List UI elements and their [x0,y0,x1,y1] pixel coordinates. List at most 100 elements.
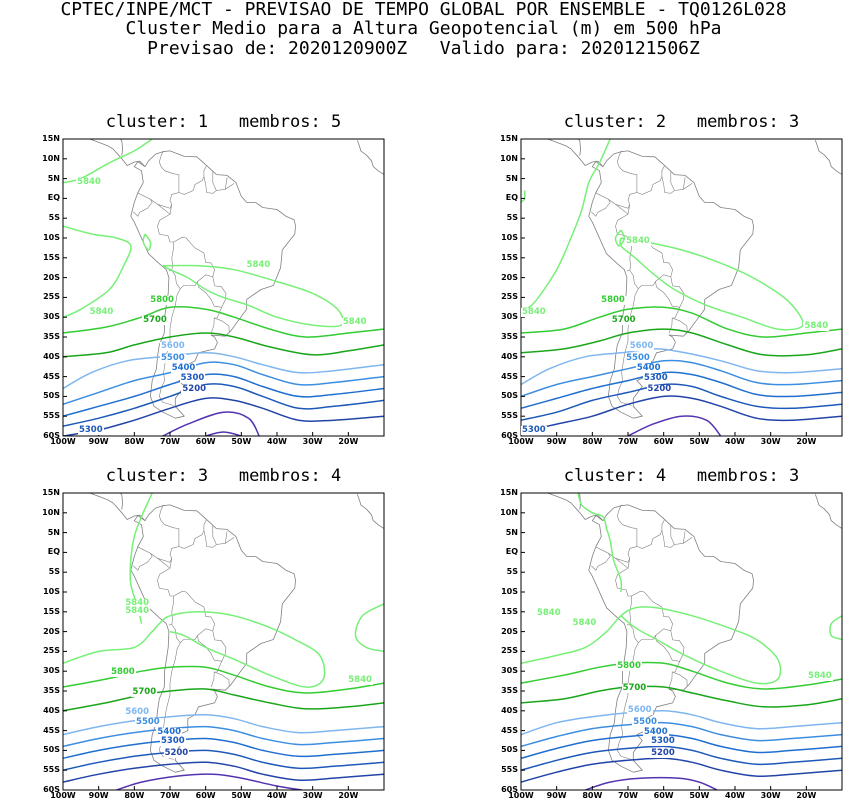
country-border [197,276,227,308]
contour-label-5840: 5840 [88,307,115,318]
lon-label: 50W [231,437,252,446]
contour-line [521,328,842,357]
contour-line [354,603,384,653]
lon-label: 80W [582,791,603,800]
map-panel-cluster-2: 15N 10N 5N EQ 5S 10S 15S 20S 25S 30S 35S 40S 45S 50S 5… [500,134,843,446]
lon-label: 30W [760,791,781,800]
country-border [591,192,611,217]
country-border [171,590,215,644]
country-border [168,596,174,626]
contour-line [63,139,153,184]
country-border [636,165,665,195]
lat-label: 20S [501,272,518,282]
lat-label: 25S [43,292,60,302]
africa-coastline [356,140,384,176]
country-border [150,198,174,243]
lon-label: 70W [160,791,180,800]
contour-label-5840: 5840 [347,675,373,686]
contour-line [584,776,718,790]
lon-label: 40W [267,437,287,446]
contour-line [63,688,384,712]
lat-label: 15S [501,252,518,262]
contour-line [521,721,842,748]
contour-label-5840: 5840 [341,317,368,328]
lon-label: 70W [618,791,638,800]
lat-label: 40S [43,705,60,715]
central-america-coastline [88,493,146,521]
lon-label: 60W [653,791,674,800]
country-border [669,661,680,688]
lat-label: 15N [500,134,518,143]
contour-label-5600: 5600 [124,706,150,717]
lat-label: 60S [501,785,518,794]
country-border [157,204,173,209]
map-svg [520,138,843,437]
lon-label: 20W [338,437,359,446]
contour-line [63,749,384,771]
country-border [683,177,686,190]
lat-label: 25S [501,646,518,656]
country-border [615,204,631,209]
country-border [655,630,685,662]
contour-line [162,264,344,328]
lat-label: 25S [501,292,518,302]
country-border [133,546,153,571]
country-border [672,317,688,332]
contour-label-5800: 5800 [110,667,136,678]
country-border [672,671,688,686]
contour-line [521,306,842,338]
contour-label-5700: 5700 [131,686,158,697]
lat-label: 20S [43,626,60,636]
contour-line [521,757,842,783]
map-panel-cluster-1: 15N 10N 5N EQ 5S 10S 15S 20S 25S 30S 35S 40S 45S 50S 5… [42,134,385,446]
contour-label-5500: 5500 [625,352,651,363]
country-border [158,504,180,569]
contour-label-5700: 5700 [621,683,648,694]
contour-line [521,371,842,410]
contour-line [521,661,842,690]
country-border [203,176,235,194]
lat-label: 15N [42,134,60,143]
lat-label: 5N [505,173,518,183]
map-svg [520,492,843,791]
country-border [661,530,693,548]
contour-line [63,373,384,417]
lon-label: 50W [689,437,710,446]
lat-label: 50S [43,391,60,401]
contour-label-5800: 5800 [600,295,626,306]
contour-line [63,761,384,783]
country-border [669,307,680,334]
panel-title-1: cluster: 1 membros: 5 [105,112,342,132]
lon-label: 70W [160,437,180,446]
contour-label-5400: 5400 [635,362,662,373]
contour-line [142,233,152,251]
country-border [629,590,673,644]
contour-line [63,225,132,318]
central-america-coastline [577,139,581,156]
lat-label: 25S [43,646,60,656]
lat-label: 35S [501,686,518,695]
lat-label: EQ [47,547,60,557]
lat-label: 30S [501,312,518,322]
lat-label: 15S [501,606,518,616]
lat-label: 60S [43,785,60,794]
lon-label: 70W [618,437,638,446]
contour-line [63,306,384,338]
lat-label: 10S [501,233,518,242]
lat-label: 45S [501,725,518,735]
contour-label-5300: 5300 [642,372,669,383]
contour-line [521,359,842,398]
lon-label: 20W [796,437,817,446]
country-border [616,642,639,760]
country-border [203,530,235,548]
contour-line [577,493,623,593]
lon-label: 20W [338,791,359,800]
lat-label: 5S [48,213,60,223]
lon-label: 90W [88,791,109,800]
contour-line [63,725,384,748]
country-border [616,504,638,569]
contour-line [162,411,260,436]
lat-label: 45S [501,371,518,381]
lon-label: 90W [88,437,109,446]
contour-label-5840: 5840 [535,607,562,618]
